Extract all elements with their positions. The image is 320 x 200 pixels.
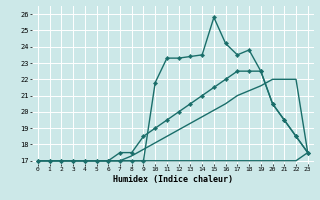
X-axis label: Humidex (Indice chaleur): Humidex (Indice chaleur) [113,175,233,184]
